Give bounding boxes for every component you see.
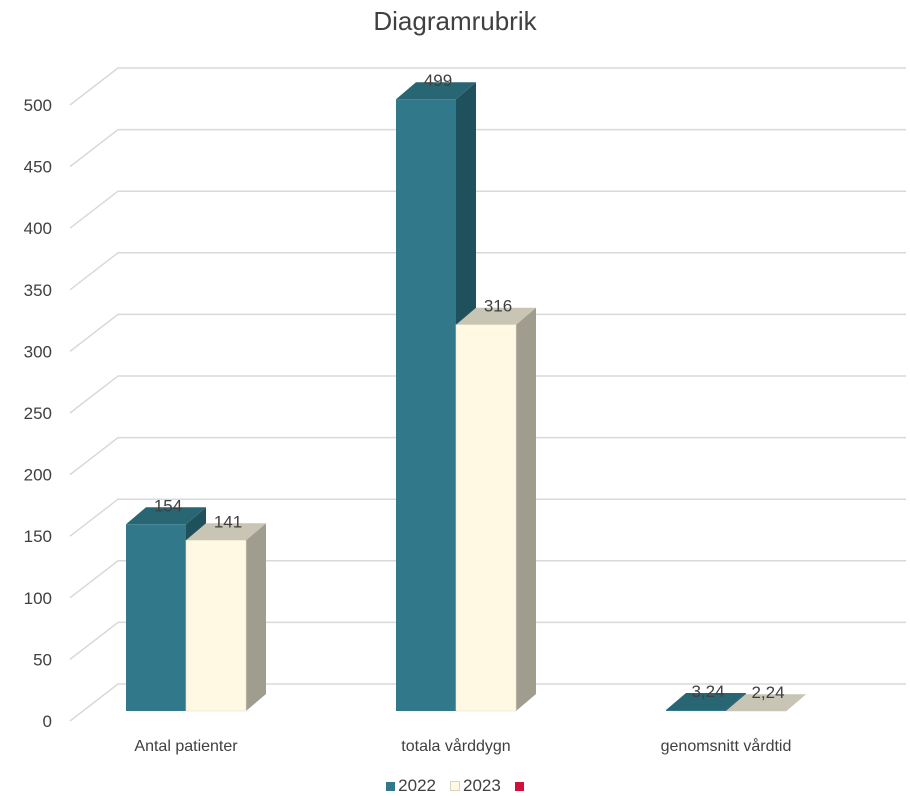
legend-label-2022: 2022 [398,776,436,795]
bar-top [396,82,476,100]
bar-top [126,507,206,525]
y-tick-label: 350 [24,281,52,300]
gridline [69,621,906,660]
data-label: 3,24 [691,682,724,701]
y-tick-label: 150 [24,527,52,546]
bar-top [666,693,746,711]
legend-item-2022: 2022 [386,776,436,796]
gridline [69,375,906,414]
bar-side [246,523,266,711]
gridline [69,683,906,722]
legend-item-unnamed [514,781,524,791]
y-tick-label: 50 [33,650,52,669]
gridline [69,67,906,106]
y-tick-label: 450 [24,158,52,177]
legend-swatch-2022 [386,781,396,791]
bar-top [726,694,806,712]
y-tick-label: 500 [24,96,52,115]
gridline [69,252,906,291]
legend: 2022 2023 [0,776,910,796]
gridline [69,436,906,476]
bar-front [126,524,186,711]
legend-label-2023: 2023 [463,776,501,795]
gridline [69,128,906,168]
y-tick-label: 300 [24,342,52,361]
bar-top [456,307,536,325]
bar-top [186,523,266,541]
gridline [69,498,906,537]
data-label: 316 [484,297,512,316]
bar-front [185,539,247,712]
category-label: genomsnitt vårdtid [661,737,792,755]
chart-title: Diagramrubrik [373,6,537,36]
data-label: 141 [214,512,242,531]
y-tick-label: 250 [24,404,52,423]
category-label: totala vårddygn [401,737,510,755]
bar-side [516,307,536,711]
y-tick-label: 200 [24,466,52,485]
category-label: Antal patienter [134,738,238,755]
bar-side [726,693,746,711]
legend-swatch-unnamed [514,781,524,791]
legend-item-2023: 2023 [450,776,501,796]
y-tick-label: 400 [24,219,52,238]
gridline [69,190,906,229]
legend-swatch-2023 [450,781,460,791]
data-label: 499 [424,71,452,90]
y-tick-label: 100 [24,589,52,608]
gridline [69,560,906,599]
bar-front [666,710,726,711]
y-tick-label: 0 [43,712,52,731]
data-label: 154 [154,496,182,515]
data-label: 2,24 [751,683,784,702]
gridline [69,313,906,352]
bar-front [396,99,456,712]
bar-front [455,324,517,712]
